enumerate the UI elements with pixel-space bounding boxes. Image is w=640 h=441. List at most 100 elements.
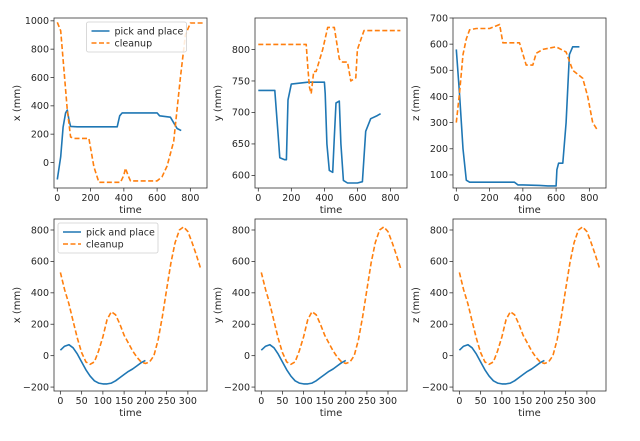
axes-frame	[254, 218, 408, 392]
y-tick-label: 400	[430, 288, 448, 299]
y-tick-label: 0	[244, 351, 250, 362]
x-tick-label: 0	[258, 396, 264, 407]
x-tick-label: 0	[453, 193, 459, 204]
cleanup-series-line	[56, 22, 204, 184]
x-tick-label: 800	[580, 193, 598, 204]
x-tick-label: 250	[358, 396, 376, 407]
y-axis-label: x (mm)	[12, 85, 23, 121]
y-tick-label: 400	[430, 92, 448, 103]
cleanup-series-line	[455, 23, 599, 131]
x-axis-label: time	[320, 205, 343, 216]
y-tick-label: −200	[422, 382, 448, 393]
y-axis-label: y (mm)	[213, 287, 224, 323]
y-tick-label: 600	[31, 73, 49, 84]
x-tick-label: 100	[94, 396, 112, 407]
x-tick-label: 600	[348, 193, 366, 204]
y-tick-label: 0	[442, 351, 448, 362]
x-tick-label: 800	[181, 193, 199, 204]
subplot-bottom-z: 0 50 100 150 200 250 300−2000200400600800timez…	[411, 218, 607, 419]
y-tick-label: 600	[232, 171, 250, 182]
y-axis-label: y (mm)	[213, 85, 224, 121]
y-tick-label: 200	[232, 320, 250, 331]
y-tick-label: 300	[430, 118, 448, 129]
y-tick-label: 800	[232, 45, 250, 56]
x-tick-label: 200	[481, 193, 499, 204]
subplot-top-z: 0 200 400 600 800 100 200 300 400 500 600 700 time z …	[411, 13, 607, 216]
y-tick-label: 650	[232, 139, 250, 150]
legend-label: cleanup	[115, 38, 153, 49]
pick-and-place-series-line	[59, 343, 146, 385]
x-tick-label: 400	[514, 193, 532, 204]
x-tick-label: 300	[179, 396, 197, 407]
axes-frame	[53, 218, 208, 392]
y-tick-label: 750	[232, 76, 250, 87]
x-tick-label: 200	[535, 396, 553, 407]
y-tick-label: −200	[224, 382, 250, 393]
y-tick-label: 600	[232, 257, 250, 268]
x-axis-label: time	[518, 408, 541, 419]
y-tick-label: 700	[430, 13, 448, 24]
y-tick-label: 600	[31, 257, 49, 268]
y-axis-label: z (mm)	[411, 287, 422, 323]
x-tick-label: 50	[475, 396, 487, 407]
x-tick-label: 50	[76, 396, 88, 407]
y-axis-label: x (mm)	[12, 287, 23, 323]
x-tick-label: 0	[255, 193, 261, 204]
y-axis-label: z (mm)	[411, 85, 422, 121]
x-tick-label: 300	[379, 396, 397, 407]
x-axis-label: time	[119, 205, 142, 216]
y-tick-label: 400	[31, 288, 49, 299]
cleanup-series-line	[258, 26, 401, 95]
subplot-top-x: 0 200 400 600 800 0 200 400 600 800 1000 time x (mm)…	[12, 16, 208, 216]
y-tick-label: 800	[430, 225, 448, 236]
legend-box	[57, 222, 159, 254]
y-tick-label: 200	[31, 320, 49, 331]
axes-frame	[452, 17, 607, 189]
cleanup-series-line	[59, 226, 202, 366]
x-tick-label: 0	[456, 396, 462, 407]
y-tick-label: 100	[430, 170, 448, 181]
y-tick-label: −200	[23, 382, 49, 393]
x-tick-label: 400	[115, 193, 133, 204]
x-tick-label: 150	[316, 396, 334, 407]
x-tick-label: 400	[315, 193, 333, 204]
y-tick-label: 1000	[25, 16, 49, 27]
legend-label: pick and place	[115, 26, 184, 37]
x-tick-label: 100	[493, 396, 511, 407]
y-tick-label: 0	[43, 158, 49, 169]
pick-and-place-series-line	[258, 81, 381, 184]
x-tick-label: 600	[547, 193, 565, 204]
x-tick-label: 800	[381, 193, 399, 204]
y-tick-label: 200	[430, 144, 448, 155]
y-tick-label: 700	[232, 108, 250, 119]
x-tick-label: 50	[276, 396, 288, 407]
x-tick-label: 250	[158, 396, 176, 407]
x-tick-label: 100	[294, 396, 312, 407]
x-tick-label: 200	[337, 396, 355, 407]
pick-and-place-series-line	[56, 109, 182, 180]
pick-and-place-series-line	[455, 46, 580, 187]
legend-label: pick and place	[86, 227, 155, 238]
y-tick-label: 400	[31, 101, 49, 112]
y-tick-label: 400	[232, 288, 250, 299]
y-tick-label: 200	[31, 129, 49, 140]
cleanup-series-line	[260, 226, 402, 366]
y-tick-label: 0	[43, 351, 49, 362]
x-tick-label: 150	[514, 396, 532, 407]
x-axis-label: time	[320, 408, 343, 419]
y-tick-label: 800	[31, 44, 49, 55]
subplot-bottom-y: 0 50 100 150 200 250 300−2000200400600800timey…	[213, 218, 408, 419]
subplot-top-y: 0 200 400 600 800 600 650 700 750 800 time y (mm)	[213, 17, 408, 216]
pick-and-place-series-line	[458, 343, 545, 385]
x-tick-label: 300	[578, 396, 596, 407]
y-tick-label: 200	[430, 320, 448, 331]
legend-box	[86, 21, 187, 53]
x-tick-label: 0	[54, 193, 60, 204]
axes-frame	[254, 17, 408, 189]
x-tick-label: 250	[557, 396, 575, 407]
x-tick-label: 150	[115, 396, 133, 407]
x-tick-label: 600	[148, 193, 166, 204]
x-axis-label: time	[518, 205, 541, 216]
